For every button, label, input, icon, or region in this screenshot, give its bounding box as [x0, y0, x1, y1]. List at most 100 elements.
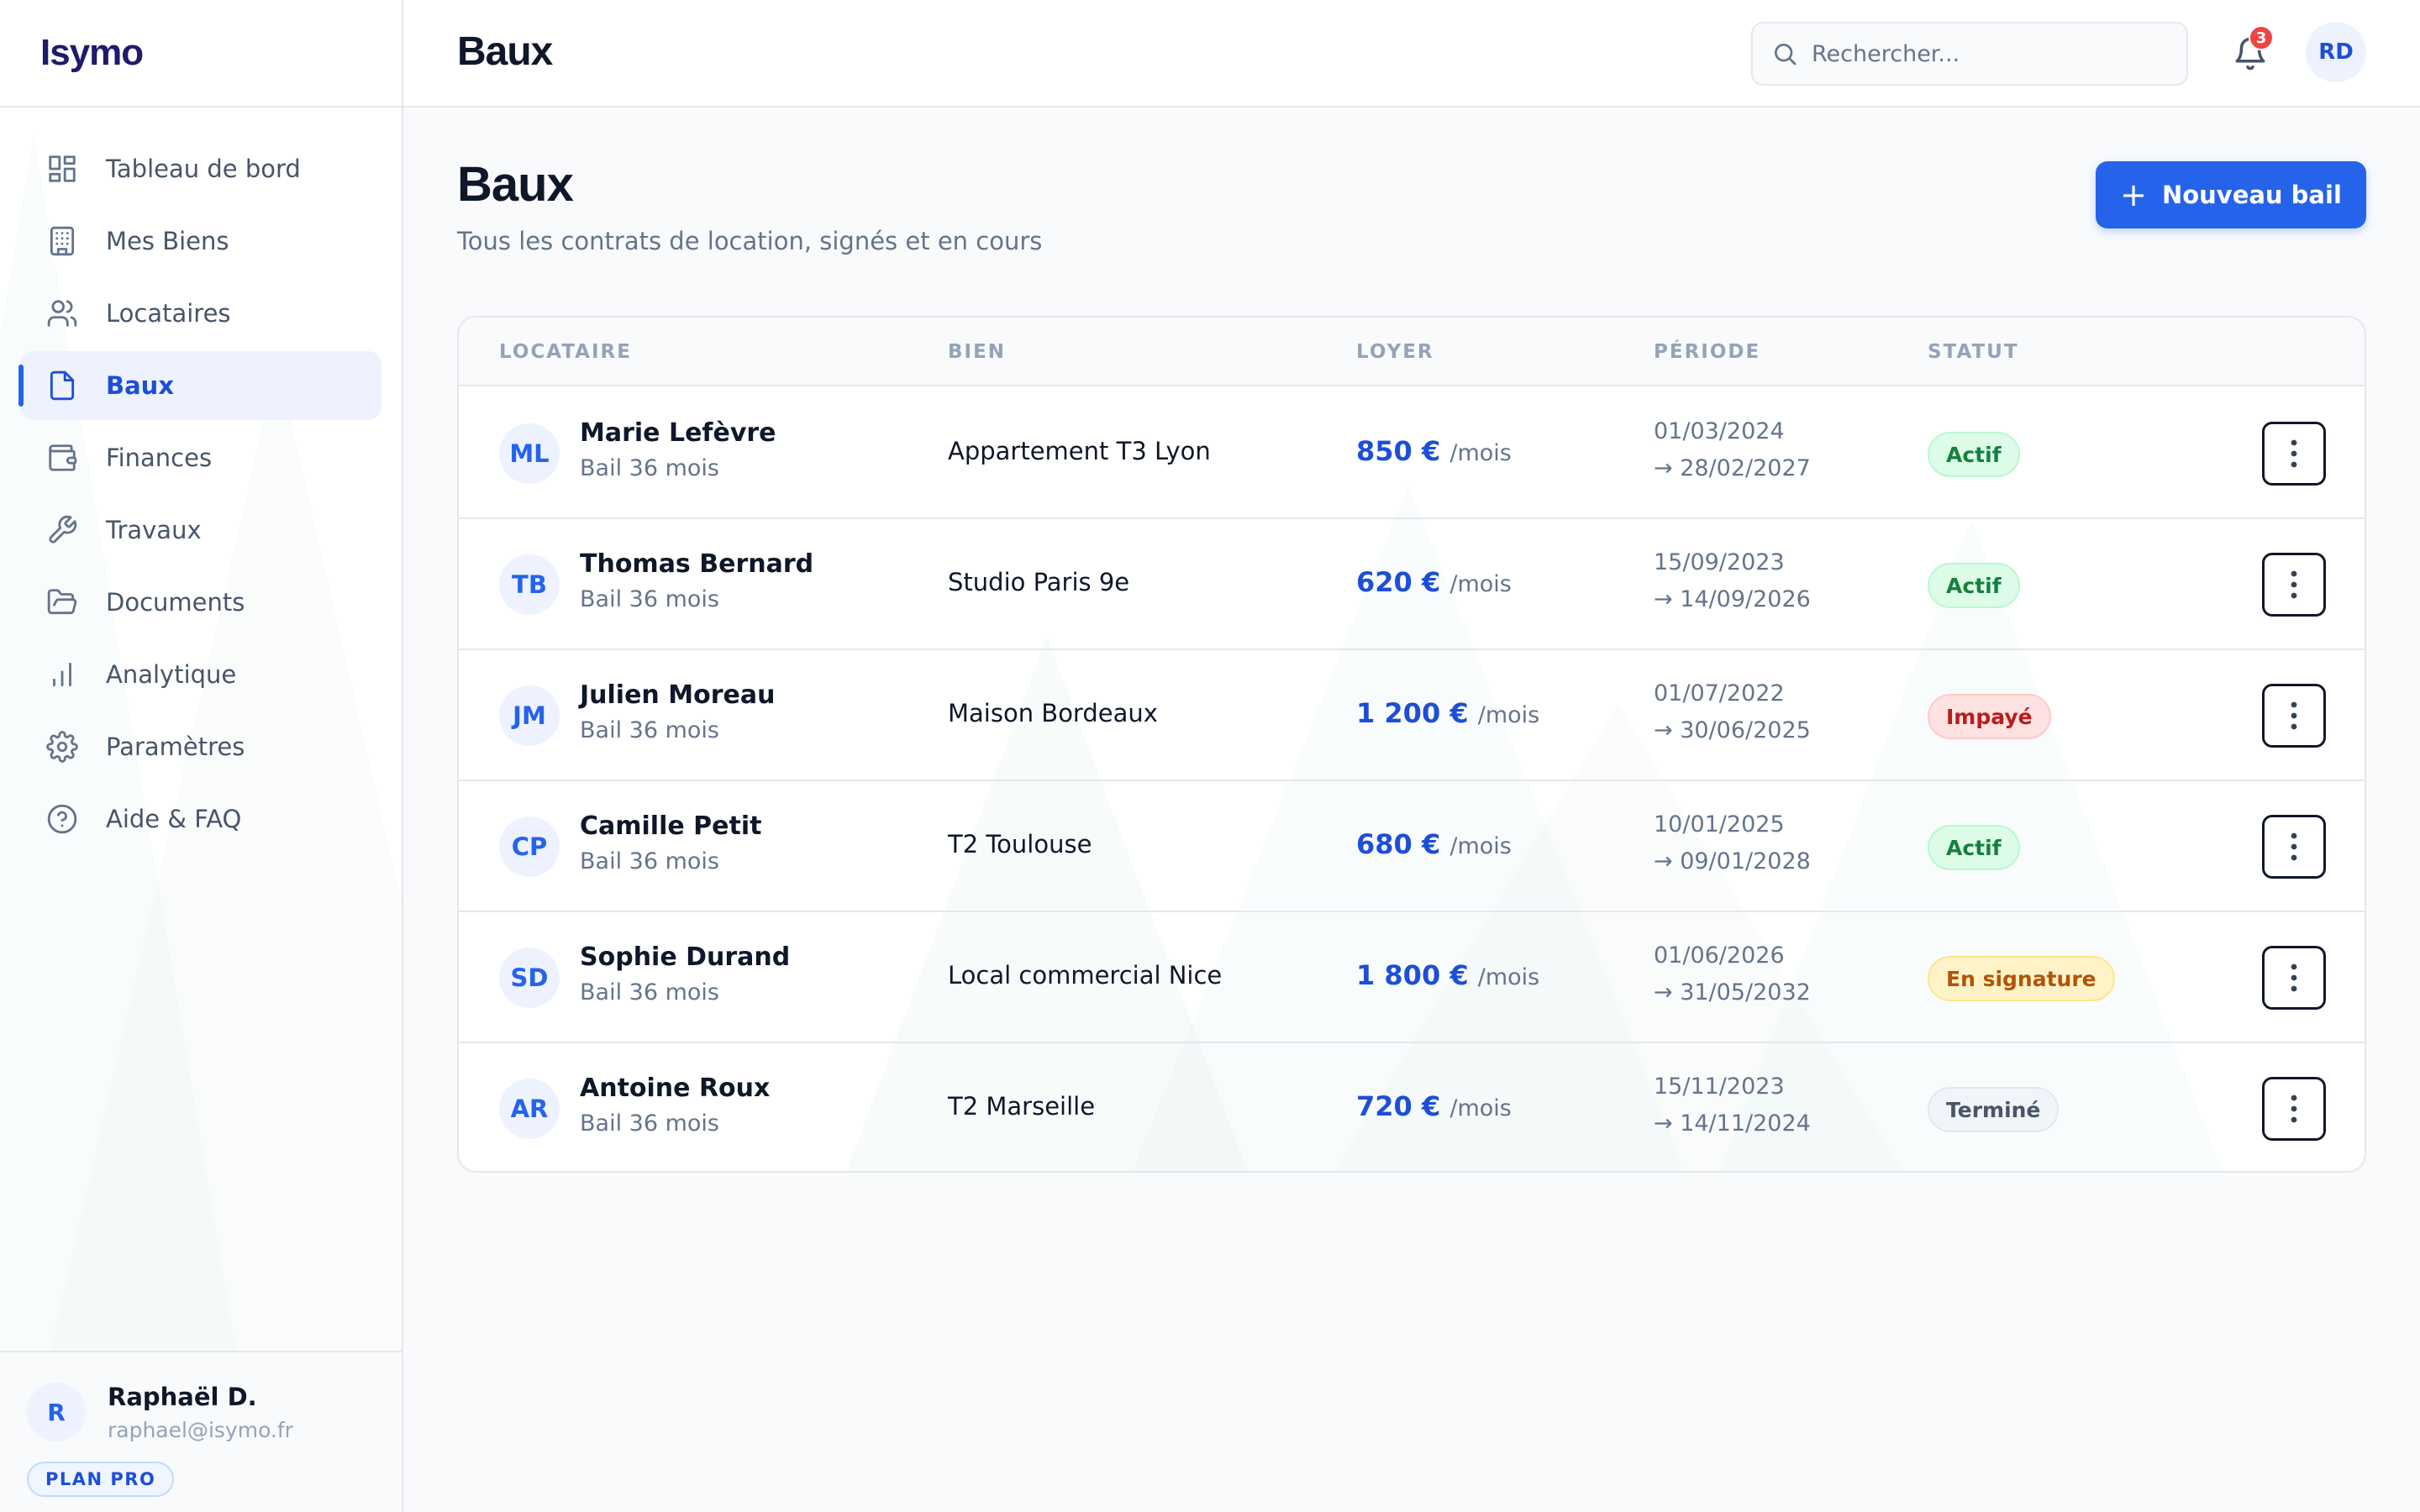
account-avatar[interactable]: RD — [2306, 22, 2366, 82]
users-icon — [45, 297, 79, 330]
status-badge: Actif — [1928, 432, 2020, 477]
brand-logo[interactable]: Isymo — [40, 32, 144, 73]
building-icon — [45, 224, 79, 258]
table-header: LOCATAIRE BIEN LOYER PÉRIODE STATUT — [459, 318, 2365, 386]
column-header-status[interactable]: STATUT — [1928, 341, 2019, 363]
tenant-avatar: SD — [499, 948, 560, 1008]
rent-unit: /mois — [1449, 571, 1512, 597]
gear-icon — [45, 730, 79, 764]
row-actions-button[interactable] — [2262, 684, 2326, 748]
sidebar-item-settings[interactable]: Paramètres — [20, 712, 381, 781]
new-lease-button[interactable]: + Nouveau bail — [2096, 161, 2366, 228]
header-title: Baux — [457, 29, 553, 74]
sidebar-item-works[interactable]: Travaux — [20, 496, 381, 564]
brand-bar: Isymo — [0, 0, 402, 108]
lease-duration: Bail 36 mois — [580, 848, 719, 874]
sidebar-item-tenants[interactable]: Locataires — [20, 279, 381, 348]
sidebar-item-dashboard[interactable]: Tableau de bord — [20, 134, 381, 203]
row-actions-button[interactable] — [2262, 1077, 2326, 1141]
row-actions-button[interactable] — [2262, 422, 2326, 486]
rent-amount: 620 € /mois — [1356, 566, 1512, 598]
period-start: 01/07/2022 — [1654, 680, 1785, 706]
tenant-name[interactable]: Camille Petit — [580, 811, 762, 841]
table-row[interactable]: CP Camille Petit Bail 36 mois T2 Toulous… — [459, 781, 2365, 912]
sidebar-item-properties[interactable]: Mes Biens — [20, 207, 381, 276]
property-name: T2 Toulouse — [948, 830, 1092, 858]
tenant-avatar: CP — [499, 816, 560, 877]
column-header-property[interactable]: BIEN — [948, 341, 1007, 363]
rent-unit: /mois — [1449, 1095, 1512, 1121]
table-row[interactable]: JM Julien Moreau Bail 36 mois Maison Bor… — [459, 650, 2365, 781]
table-row[interactable]: SD Sophie Durand Bail 36 mois Local comm… — [459, 912, 2365, 1043]
user-email: raphael@isymo.fr — [108, 1418, 293, 1442]
period-end: → 09/01/2028 — [1654, 848, 1811, 874]
sidebar-item-documents[interactable]: Documents — [20, 568, 381, 637]
sidebar-item-leases[interactable]: Baux — [18, 351, 381, 420]
sidebar-item-analytics[interactable]: Analytique — [20, 640, 381, 709]
lease-duration: Bail 36 mois — [580, 455, 719, 481]
sidebar-item-finances[interactable]: Finances — [20, 423, 381, 492]
rent-unit: /mois — [1477, 964, 1540, 990]
period-start: 10/01/2025 — [1654, 811, 1785, 837]
period-end: → 31/05/2032 — [1654, 979, 1811, 1005]
sidebar-item-label: Baux — [106, 371, 175, 400]
sidebar: Isymo Tableau de bord Mes Biens Locatair… — [0, 0, 403, 1512]
rent-value: 1 200 € — [1356, 697, 1469, 729]
sidebar-item-label: Aide & FAQ — [106, 805, 242, 833]
rent-amount: 850 € /mois — [1356, 435, 1512, 467]
user-avatar: R — [27, 1383, 86, 1441]
rent-unit: /mois — [1449, 440, 1512, 466]
column-header-tenant[interactable]: LOCATAIRE — [499, 341, 632, 363]
status-badge: Impayé — [1928, 694, 2051, 739]
more-vertical-icon — [2291, 701, 2297, 730]
sidebar-item-label: Analytique — [106, 660, 237, 689]
column-header-period[interactable]: PÉRIODE — [1654, 341, 1761, 363]
tenant-name[interactable]: Thomas Bernard — [580, 549, 814, 579]
table-row[interactable]: AR Antoine Roux Bail 36 mois T2 Marseill… — [459, 1043, 2365, 1171]
dashboard-icon — [45, 152, 79, 186]
row-actions-button[interactable] — [2262, 946, 2326, 1010]
tenant-name[interactable]: Antoine Roux — [580, 1074, 771, 1103]
sidebar-item-label: Paramètres — [106, 732, 245, 761]
plan-badge: PLAN PRO — [27, 1462, 175, 1497]
row-actions-button[interactable] — [2262, 815, 2326, 879]
rent-value: 620 € — [1356, 566, 1441, 598]
page-subtitle: Tous les contrats de location, signés et… — [457, 227, 1043, 255]
period-end: → 14/11/2024 — [1654, 1110, 1811, 1137]
rent-value: 850 € — [1356, 435, 1441, 467]
more-vertical-icon — [2291, 963, 2297, 992]
sidebar-item-label: Travaux — [106, 516, 202, 544]
sidebar-user-panel[interactable]: R Raphaël D. raphael@isymo.fr PLAN PRO — [0, 1351, 402, 1512]
column-header-rent[interactable]: LOYER — [1356, 341, 1434, 363]
tenant-avatar: AR — [499, 1079, 560, 1139]
property-name: Appartement T3 Lyon — [948, 437, 1211, 465]
rent-amount: 1 800 € /mois — [1356, 959, 1539, 991]
rent-amount: 720 € /mois — [1356, 1090, 1512, 1122]
property-name: Local commercial Nice — [948, 961, 1223, 990]
sidebar-item-label: Tableau de bord — [106, 155, 301, 183]
tenant-name[interactable]: Julien Moreau — [580, 680, 776, 710]
tenant-name[interactable]: Marie Lefèvre — [580, 418, 776, 448]
table-row[interactable]: ML Marie Lefèvre Bail 36 mois Appartemen… — [459, 388, 2365, 519]
sidebar-item-label: Mes Biens — [106, 227, 229, 255]
more-vertical-icon — [2291, 1095, 2297, 1123]
status-badge: En signature — [1928, 956, 2115, 1001]
tenant-name[interactable]: Sophie Durand — [580, 942, 791, 972]
sidebar-item-help[interactable]: Aide & FAQ — [20, 785, 381, 853]
more-vertical-icon — [2291, 570, 2297, 599]
search-input[interactable] — [1812, 40, 2181, 67]
table-row[interactable]: TB Thomas Bernard Bail 36 mois Studio Pa… — [459, 519, 2365, 650]
wallet-icon — [45, 441, 79, 475]
top-header: Baux 3 RD — [403, 0, 2420, 108]
period-start: 15/11/2023 — [1654, 1074, 1785, 1100]
row-actions-button[interactable] — [2262, 553, 2326, 617]
new-lease-label: Nouveau bail — [2161, 181, 2342, 209]
page-title: Baux — [457, 157, 574, 212]
search-box[interactable] — [1751, 22, 2188, 86]
user-name: Raphaël D. — [108, 1383, 257, 1411]
folder-icon — [45, 585, 79, 619]
rent-amount: 680 € /mois — [1356, 828, 1512, 860]
period-start: 01/06/2026 — [1654, 942, 1785, 969]
sidebar-item-label: Locataires — [106, 299, 231, 328]
sidebar-nav: Tableau de bord Mes Biens Locataires Bau… — [18, 134, 381, 857]
